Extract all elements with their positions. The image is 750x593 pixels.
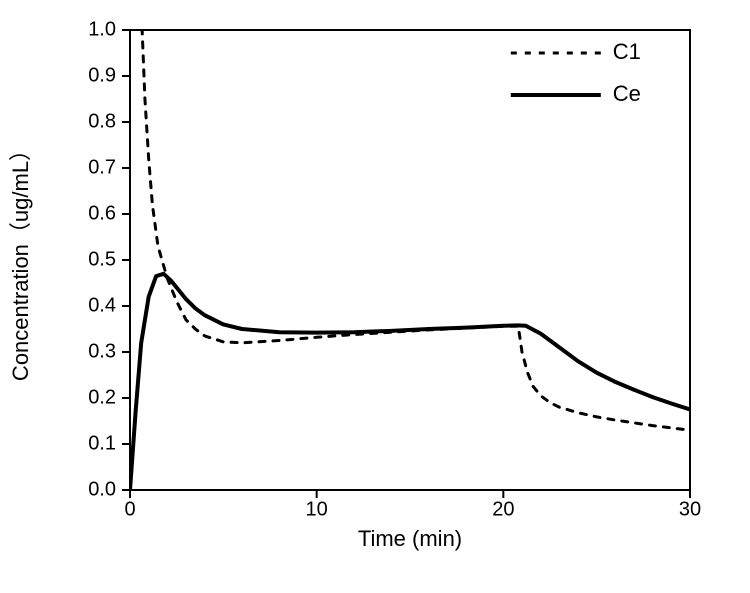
y-tick-label: 0.0 — [88, 478, 116, 500]
y-tick-label: 0.8 — [88, 110, 116, 132]
y-axis-title: Concentration（ug/mL） — [8, 139, 33, 381]
chart-svg: 0.0 0.1 0.2 0.3 0.4 0.5 0.6 0.7 0.8 0.9 1.0 0 10 20 30… — [0, 0, 750, 593]
y-tick-label: 0.7 — [88, 156, 116, 178]
y-tick-label: 0.4 — [88, 294, 116, 316]
y-tick-label: 0.9 — [88, 64, 116, 86]
x-tick-label: 20 — [492, 499, 514, 521]
legend-label: C1 — [613, 39, 641, 64]
y-tick-label: 0.3 — [88, 340, 116, 362]
concentration-time-chart: 0.0 0.1 0.2 0.3 0.4 0.5 0.6 0.7 0.8 0.9 1.0 0 10 20 30… — [0, 0, 750, 593]
y-tick-label: 0.1 — [88, 432, 116, 454]
y-tick-label: 0.5 — [88, 248, 116, 270]
x-tick-label: 30 — [679, 499, 701, 521]
y-tick-label: 0.6 — [88, 202, 116, 224]
x-tick-label: 10 — [306, 499, 328, 521]
y-tick-label: 1.0 — [88, 18, 116, 40]
y-tick-label: 0.2 — [88, 386, 116, 408]
x-axis-title: Time (min) — [358, 526, 462, 551]
legend-label: Ce — [613, 81, 641, 106]
x-tick-label: 0 — [124, 499, 135, 521]
